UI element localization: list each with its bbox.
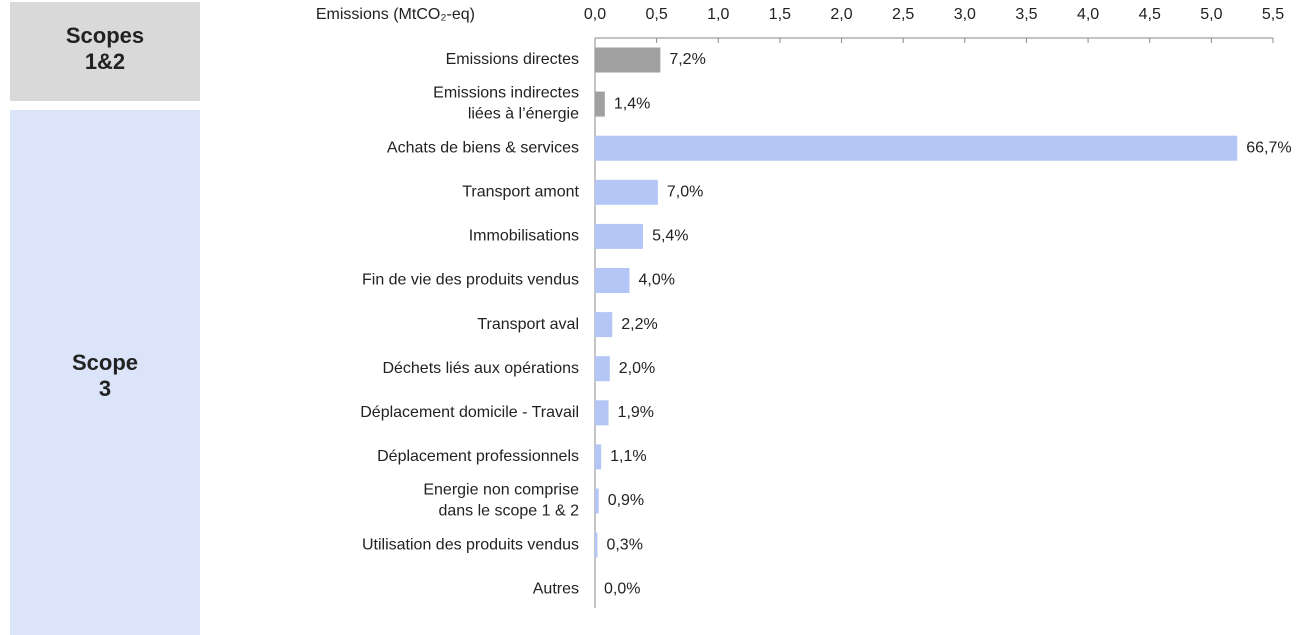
category-label: Immobilisations	[469, 228, 579, 245]
x-tick-label: 5,0	[1200, 6, 1222, 23]
share-label: 0,0%	[604, 580, 640, 597]
share-label: 5,4%	[652, 228, 688, 245]
category-label: Déplacement professionnels	[377, 448, 579, 465]
x-tick-label: 1,0	[707, 6, 729, 23]
category-label: Autres	[533, 580, 579, 597]
share-label: 1,4%	[614, 95, 650, 112]
bar	[595, 356, 610, 382]
x-tick-label: 0,0	[584, 6, 606, 23]
x-tick-label: 4,5	[1139, 6, 1161, 23]
x-tick-label: 2,0	[830, 6, 852, 23]
share-label: 2,2%	[621, 316, 657, 333]
bar	[595, 444, 602, 470]
category-label: Emissions directes	[446, 51, 579, 68]
share-label: 1,1%	[610, 448, 646, 465]
x-tick-label: 3,5	[1015, 6, 1037, 23]
bar	[595, 135, 1238, 161]
category-label: Utilisation des produits vendus	[362, 536, 579, 553]
share-label: 66,7%	[1246, 139, 1291, 156]
share-label: 1,9%	[618, 404, 654, 421]
bar	[595, 47, 661, 73]
scope3-box	[10, 110, 200, 635]
category-label: Déplacement domicile - Travail	[360, 404, 579, 421]
share-label: 7,0%	[667, 184, 703, 201]
share-label: 4,0%	[639, 272, 675, 289]
category-label: Achats de biens & services	[387, 139, 579, 156]
category-label: Déchets liés aux opérations	[382, 360, 579, 377]
category-label: Energie non comprise dans le scope 1 & 2	[423, 482, 579, 520]
share-label: 0,9%	[608, 492, 644, 509]
bar	[595, 91, 605, 117]
x-tick-label: 1,5	[769, 6, 791, 23]
x-tick-label: 0,5	[646, 6, 668, 23]
category-label: Emissions indirectes liées à l’énergie	[433, 85, 579, 123]
bar	[595, 488, 599, 514]
category-label: Fin de vie des produits vendus	[362, 272, 579, 289]
scope12-box	[10, 2, 200, 101]
x-tick-label: 2,5	[892, 6, 914, 23]
x-tick-label: 3,0	[954, 6, 976, 23]
share-label: 2,0%	[619, 360, 655, 377]
category-label: Transport aval	[477, 316, 579, 333]
x-tick-label: 5,5	[1262, 6, 1284, 23]
share-label: 7,2%	[669, 51, 705, 68]
bar	[595, 312, 613, 338]
share-label: 0,3%	[606, 536, 642, 553]
axis-title: Emissions (MtCO₂-eq)	[316, 6, 475, 23]
group-label: Scope 3	[72, 350, 138, 401]
group-label: Scopes 1&2	[66, 23, 144, 74]
x-tick-label: 4,0	[1077, 6, 1099, 23]
category-label: Transport amont	[462, 184, 579, 201]
bar	[595, 400, 609, 426]
bar	[595, 268, 630, 293]
bar	[595, 223, 644, 249]
bar	[595, 179, 658, 205]
bar	[595, 532, 598, 558]
